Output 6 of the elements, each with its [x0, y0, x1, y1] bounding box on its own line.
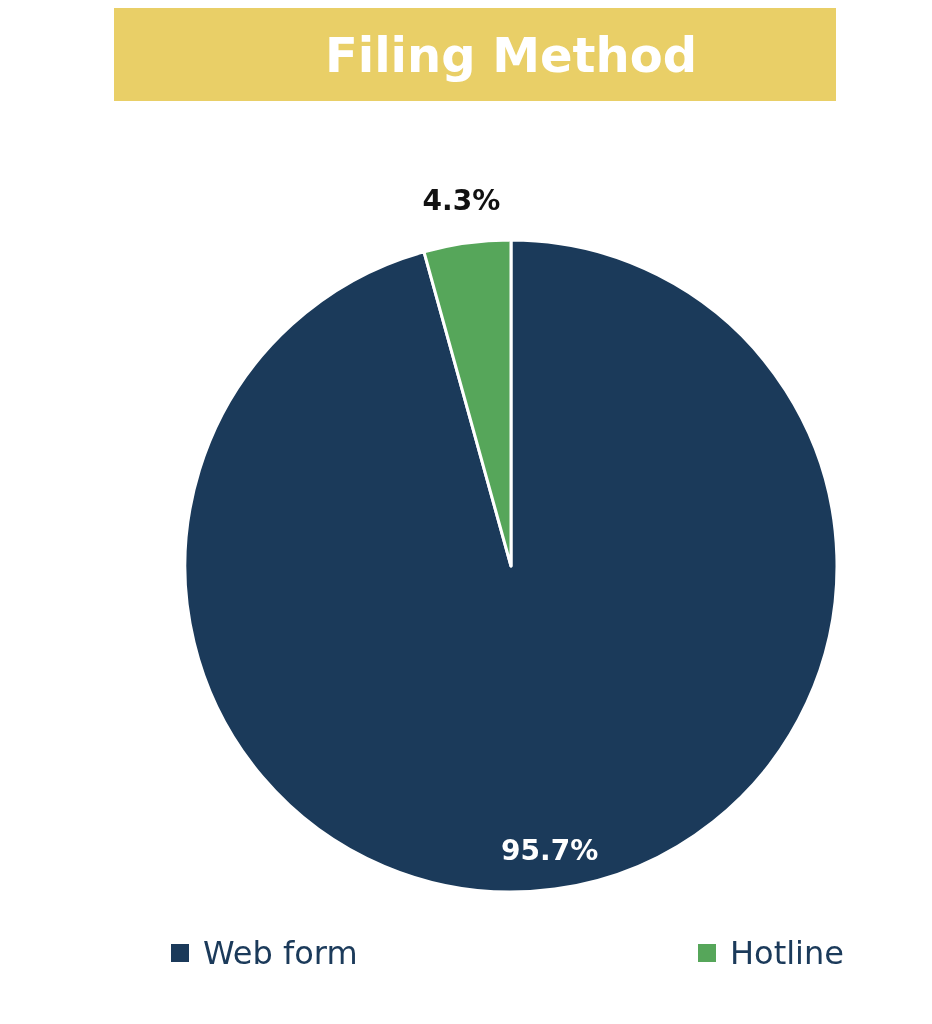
- chart-title: Filing Method: [324, 27, 698, 83]
- legend-label: Web form: [203, 934, 358, 972]
- legend-label: Hotline: [730, 934, 844, 972]
- pie-slice: [183, 238, 839, 893]
- data-label: 4.3%: [422, 184, 501, 218]
- data-label: 95.7%: [501, 833, 599, 867]
